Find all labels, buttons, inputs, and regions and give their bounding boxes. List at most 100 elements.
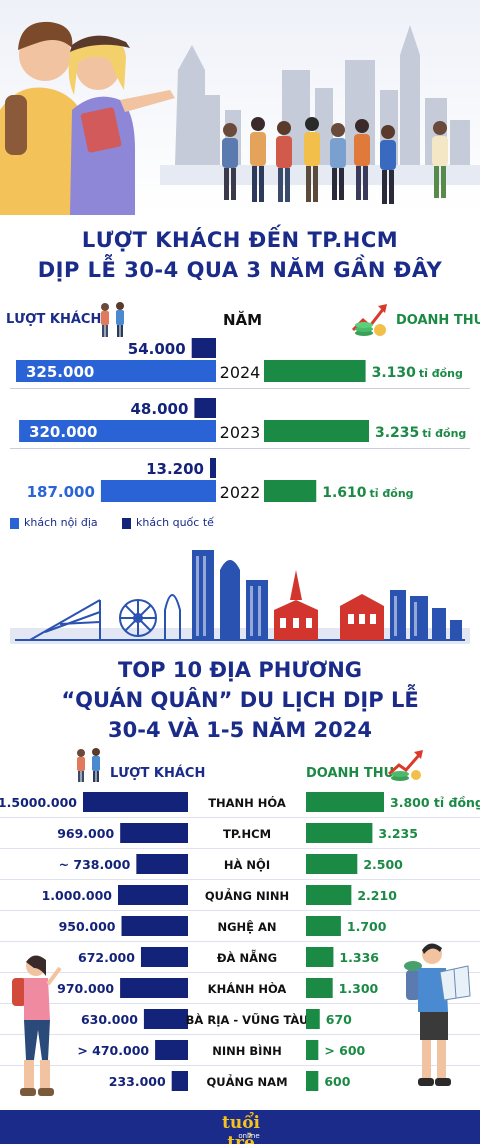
row-separator: [10, 388, 470, 389]
revenue-bar-4: [306, 916, 341, 936]
year-label-2024: 2024: [220, 363, 261, 382]
row-separator: [0, 1065, 480, 1066]
tourist-group-icon: [101, 302, 124, 337]
revenue-value-label-4: 1.700: [347, 919, 387, 934]
row-separator: [0, 941, 480, 942]
intl-bar-2024: [191, 338, 216, 358]
row-separator: [0, 817, 480, 818]
revenue-value-label-5: 1.336: [339, 950, 379, 965]
province-label-4: NGHỆ AN: [217, 919, 276, 934]
revenue-value-label-9: 600: [324, 1074, 350, 1089]
year-label-2023: 2023: [220, 423, 261, 442]
revenue-value-label-8: > 600: [324, 1043, 365, 1058]
domestic-bar-2024: [16, 360, 216, 382]
province-label-2: HÀ NỘI: [224, 857, 270, 872]
revenue-unit-label: tỉ đồng: [370, 487, 414, 500]
city-skyline-illustration: [10, 550, 470, 644]
visitors-bar-5: [140, 947, 188, 967]
row-separator: [10, 448, 470, 449]
revenue-value-label-0: 3.800 tỉ đồng: [390, 795, 480, 810]
tourist-group-icon: [77, 748, 100, 782]
legend-domestic-label: khách nội địa: [24, 516, 98, 529]
year-label-2022: 2022: [220, 483, 261, 502]
legend-international-label: khách quốc tế: [136, 516, 214, 529]
province-label-3: QUẢNG NINH: [205, 887, 289, 903]
visitors-value-label-9: 233.000: [109, 1074, 166, 1089]
revenue-bar-7: [306, 1009, 320, 1029]
visitors-bar-9: [171, 1071, 188, 1091]
row-separator: [0, 848, 480, 849]
female-hiker-illustration: [12, 955, 62, 1096]
visitors-bar-4: [121, 916, 188, 936]
province-label-7: BÀ RỊA - VŨNG TÀU: [186, 1012, 309, 1027]
row-separator: [0, 1003, 480, 1004]
visitors-value-label-2: ~ 738.000: [59, 857, 131, 872]
visitors-value-label-7: 630.000: [81, 1012, 138, 1027]
revenue-value-label-6: 1.300: [339, 981, 379, 996]
domestic-value-label-2024: 325.000: [26, 363, 94, 381]
intl-value-label-2022: 13.200: [146, 460, 204, 478]
revenue-value-label-7: 670: [326, 1012, 352, 1027]
chart1-col-visitors: LƯỢT KHÁCH: [6, 312, 102, 327]
male-hiker-illustration: [404, 943, 471, 1086]
chart1-col-year: NĂM: [223, 311, 263, 329]
row-separator: [0, 1034, 480, 1035]
visitors-value-label-5: 672.000: [78, 950, 135, 965]
visitors-value-label-1: 969.000: [57, 826, 114, 841]
visitors-value-label-3: 1.000.000: [42, 888, 113, 903]
domestic-value-label-2022: 187.000: [27, 483, 95, 501]
chart1-title-line1: LƯỢT KHÁCH ĐẾN TP.HCM: [81, 228, 399, 252]
province-label-0: THANH HÓA: [208, 795, 286, 810]
province-label-9: QUẢNG NAM: [206, 1073, 287, 1089]
chart2-col-visitors: LƯỢT KHÁCH: [110, 766, 206, 781]
chart1-title-line2: DỊP LỄ 30-4 QUA 3 NĂM GẦN ĐÂY: [37, 258, 443, 282]
row-separator: [0, 972, 480, 973]
visitors-bar-0: [83, 792, 188, 812]
province-label-1: TP.HCM: [223, 827, 271, 841]
row-separator: [0, 910, 480, 911]
footer-bar: [0, 1110, 480, 1144]
visitors-bar-7: [143, 1009, 188, 1029]
chart1-plot: 54.000 325.000 2024 3.130 tỉ đồng 48.000 320.0…: [10, 338, 470, 502]
domestic-bar-2022: [100, 480, 216, 502]
intl-bar-2023: [194, 398, 216, 418]
footer-logo-main[interactable]: tuổi trẻ: [221, 1113, 260, 1144]
legend-domestic-swatch: [10, 518, 19, 529]
revenue-bar-2024: [264, 360, 366, 382]
revenue-bar-3: [306, 885, 352, 905]
legend-international-swatch: [122, 518, 131, 529]
intl-value-label-2024: 54.000: [128, 340, 186, 358]
revenue-bar-5: [306, 947, 334, 967]
chart2-title-line1: TOP 10 ĐỊA PHƯƠNG: [117, 658, 363, 682]
revenue-unit-label: tỉ đồng: [422, 427, 466, 440]
chart2-title-line2: “QUÁN QUÂN” DU LỊCH DỊP LỄ: [61, 688, 419, 712]
revenue-bar-0: [306, 792, 384, 812]
money-growth-icon: [351, 304, 387, 336]
revenue-value-label-1: 3.235: [378, 826, 418, 841]
chart2-col-revenue: DOANH THU: [306, 766, 395, 781]
province-label-5: ĐÀ NẴNG: [217, 949, 277, 965]
visitors-bar-1: [120, 823, 188, 843]
revenue-bar-2022: [264, 480, 317, 502]
revenue-bar-9: [306, 1071, 319, 1091]
revenue-value-label-3: 2.210: [357, 888, 397, 903]
revenue-value-label-2: 2.500: [363, 857, 403, 872]
revenue-bar-2: [306, 854, 358, 874]
visitors-bar-2: [136, 854, 188, 874]
revenue-bar-6: [306, 978, 333, 998]
revenue-value-label-2022: 1.610 tỉ đồng: [322, 485, 413, 501]
domestic-bar-2023: [19, 420, 217, 442]
revenue-value-label-2023: 3.235 tỉ đồng: [375, 425, 466, 441]
tourist-couple-illustration: [0, 0, 480, 215]
revenue-value-label-2024: 3.130 tỉ đồng: [372, 365, 463, 381]
row-separator: [0, 879, 480, 880]
visitors-value-label-8: > 470.000: [77, 1043, 149, 1058]
revenue-unit-label: tỉ đồng: [419, 367, 463, 380]
revenue-bar-2023: [264, 420, 369, 442]
province-label-6: KHÁNH HÒA: [208, 981, 287, 996]
visitors-value-label-4: 950.000: [59, 919, 116, 934]
revenue-bar-8: [306, 1040, 319, 1060]
visitors-bar-3: [118, 885, 188, 905]
domestic-value-label-2023: 320.000: [29, 423, 97, 441]
